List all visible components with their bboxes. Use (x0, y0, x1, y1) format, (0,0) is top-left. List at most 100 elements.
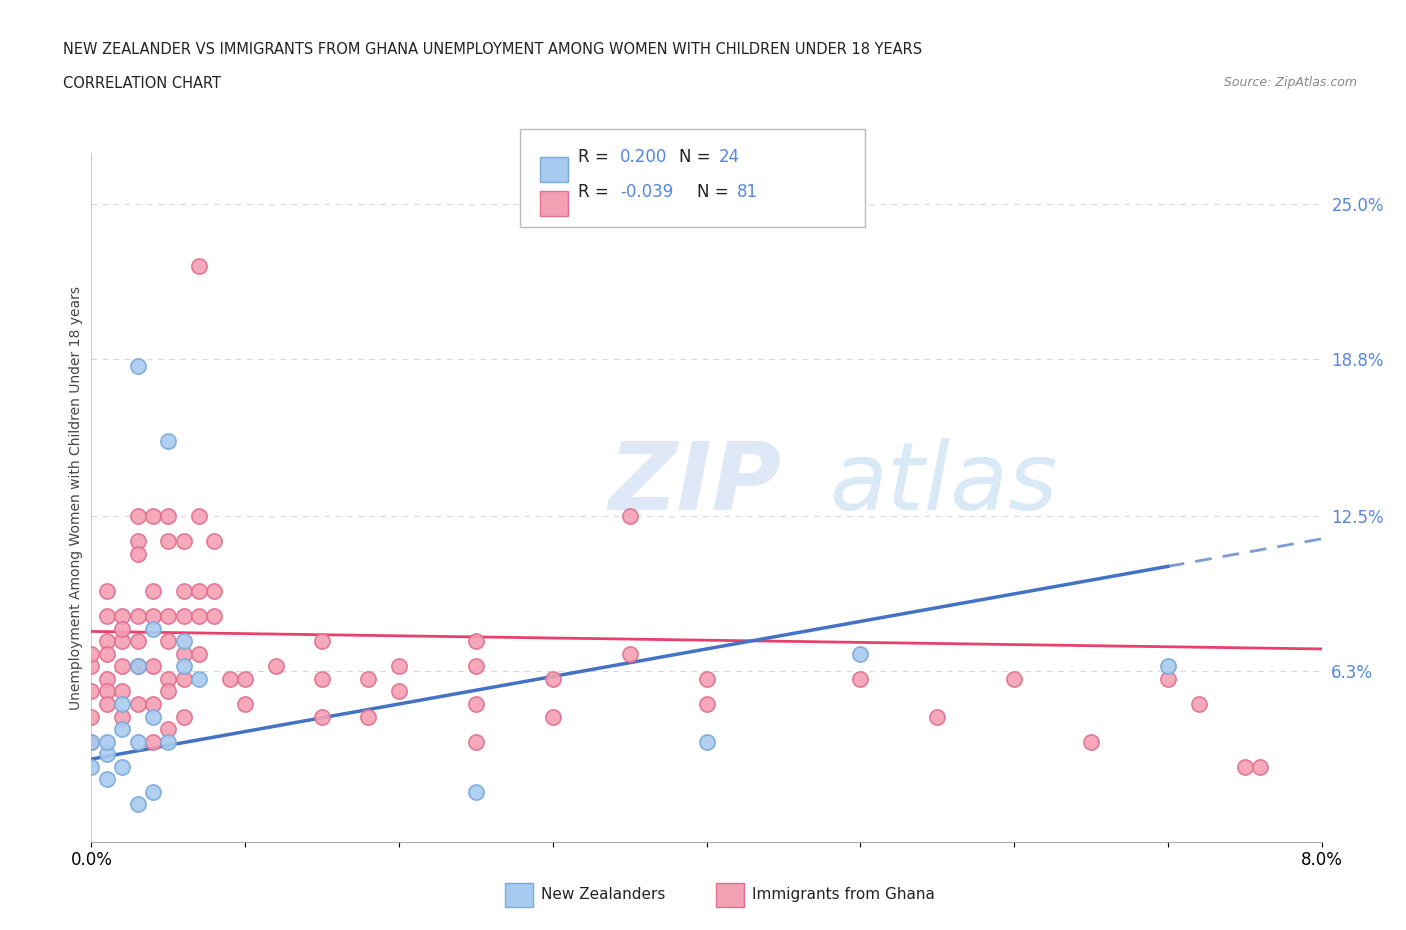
Point (464, 634, 486, 649)
Point (96, 646, 118, 661)
Point (173, 634, 195, 649)
Text: Source: ZipAtlas.com: Source: ZipAtlas.com (1223, 76, 1357, 89)
Point (96, 634, 118, 649)
Point (173, 534, 195, 549)
Text: CORRELATION CHART: CORRELATION CHART (63, 76, 221, 91)
Point (388, 684, 411, 699)
Point (127, 509, 149, 524)
Point (111, 659, 134, 674)
Point (464, 734, 486, 749)
Text: 24: 24 (718, 148, 740, 166)
Point (142, 509, 165, 524)
Point (96, 671, 118, 686)
Point (142, 709, 165, 724)
Point (142, 697, 165, 711)
Text: ZIP: ZIP (607, 438, 780, 530)
Point (142, 609, 165, 624)
Point (142, 584, 165, 599)
Point (541, 671, 564, 686)
Point (80, 734, 103, 749)
Point (157, 722, 180, 737)
Text: 81: 81 (737, 182, 758, 201)
Point (1187, 697, 1209, 711)
Point (311, 634, 333, 649)
Point (202, 534, 225, 549)
Point (1233, 759, 1256, 774)
Point (111, 634, 134, 649)
Text: New Zealanders: New Zealanders (541, 887, 665, 902)
Point (357, 671, 380, 686)
Point (173, 709, 195, 724)
Point (157, 734, 180, 749)
Text: N =: N = (697, 182, 734, 201)
Text: 0.200: 0.200 (620, 148, 668, 166)
Point (464, 697, 486, 711)
Text: NEW ZEALANDER VS IMMIGRANTS FROM GHANA UNEMPLOYMENT AMONG WOMEN WITH CHILDREN UN: NEW ZEALANDER VS IMMIGRANTS FROM GHANA U… (63, 42, 922, 57)
Text: -0.039: -0.039 (620, 182, 673, 201)
Point (388, 659, 411, 674)
Text: atlas: atlas (830, 438, 1057, 529)
Point (96, 734, 118, 749)
Point (619, 646, 641, 661)
Point (619, 509, 641, 524)
Point (311, 671, 333, 686)
Point (80, 646, 103, 661)
Point (127, 734, 149, 749)
Point (111, 609, 134, 624)
Point (127, 609, 149, 624)
Point (173, 584, 195, 599)
Point (188, 584, 211, 599)
Point (127, 534, 149, 549)
Point (173, 671, 195, 686)
Point (80, 659, 103, 674)
Point (111, 759, 134, 774)
Point (1249, 759, 1271, 774)
Point (188, 646, 211, 661)
Point (142, 621, 165, 636)
Point (142, 784, 165, 799)
Point (96, 772, 118, 787)
Text: R =: R = (578, 148, 614, 166)
Point (142, 659, 165, 674)
Point (695, 734, 717, 749)
Point (111, 697, 134, 711)
Text: R =: R = (578, 182, 614, 201)
Point (849, 646, 872, 661)
Point (127, 659, 149, 674)
Point (233, 697, 256, 711)
Point (96, 697, 118, 711)
Y-axis label: Unemployment Among Women with Children Under 18 years: Unemployment Among Women with Children U… (69, 286, 83, 710)
Point (173, 646, 195, 661)
Point (80, 709, 103, 724)
Point (127, 547, 149, 562)
Point (202, 584, 225, 599)
Point (264, 659, 287, 674)
Point (357, 709, 380, 724)
Point (1157, 671, 1180, 686)
Point (173, 659, 195, 674)
Point (96, 684, 118, 699)
Point (96, 584, 118, 599)
Point (157, 634, 180, 649)
Point (202, 609, 225, 624)
Point (218, 671, 240, 686)
Point (1080, 734, 1102, 749)
Point (157, 534, 180, 549)
Point (233, 671, 256, 686)
Point (311, 709, 333, 724)
Point (849, 671, 872, 686)
Point (127, 659, 149, 674)
Text: N =: N = (679, 148, 716, 166)
Point (1002, 671, 1025, 686)
Point (111, 709, 134, 724)
Point (127, 634, 149, 649)
Point (111, 621, 134, 636)
Point (80, 684, 103, 699)
Point (80, 759, 103, 774)
Point (157, 671, 180, 686)
Point (157, 433, 180, 448)
Point (188, 509, 211, 524)
Point (111, 722, 134, 737)
Point (111, 684, 134, 699)
Point (188, 259, 211, 273)
